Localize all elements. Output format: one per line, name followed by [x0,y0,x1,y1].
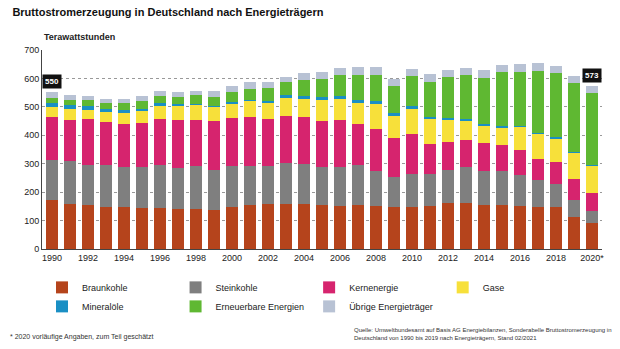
svg-text:550: 550 [45,77,59,86]
svg-text:Steinkohle: Steinkohle [216,283,258,293]
svg-text:Terawattstunden: Terawattstunden [44,32,115,42]
svg-text:1994: 1994 [114,253,134,263]
svg-text:1996: 1996 [150,253,170,263]
svg-text:2006: 2006 [330,253,350,263]
svg-text:2020*: 2020* [580,253,604,263]
svg-text:2008: 2008 [366,253,386,263]
svg-text:400: 400 [24,130,39,140]
svg-text:1990: 1990 [42,253,62,263]
svg-text:Erneuerbare Energien: Erneuerbare Energien [216,302,305,312]
svg-text:* 2020 vorläufige Angaben, zum: * 2020 vorläufige Angaben, zum Teil gesc… [10,333,154,341]
svg-text:2004: 2004 [294,253,314,263]
svg-text:573: 573 [585,71,599,80]
svg-text:600: 600 [24,74,39,84]
svg-text:2010: 2010 [402,253,422,263]
svg-text:200: 200 [24,187,39,197]
svg-text:2012: 2012 [438,253,458,263]
svg-text:2000: 2000 [222,253,242,263]
svg-text:100: 100 [24,216,39,226]
svg-text:2016: 2016 [510,253,530,263]
svg-text:Kernenergie: Kernenergie [349,283,398,293]
svg-text:500: 500 [24,102,39,112]
svg-text:Braunkohle: Braunkohle [82,283,128,293]
svg-text:Bruttostromerzeugung in Deutsc: Bruttostromerzeugung in Deutschland nach… [12,6,323,18]
svg-text:2002: 2002 [258,253,278,263]
svg-text:Übrige Energieträger: Übrige Energieträger [349,302,433,312]
svg-text:0: 0 [34,244,39,254]
svg-text:1998: 1998 [186,253,206,263]
svg-text:Quelle: Umweltbundesamt auf Ba: Quelle: Umweltbundesamt auf Basis AG Ene… [354,327,611,341]
svg-text:1992: 1992 [78,253,98,263]
svg-text:700: 700 [24,45,39,55]
svg-text:2014: 2014 [474,253,494,263]
svg-text:300: 300 [24,159,39,169]
svg-text:Gase: Gase [483,283,505,293]
svg-text:Mineralöle: Mineralöle [82,302,124,312]
svg-text:2018: 2018 [546,253,566,263]
